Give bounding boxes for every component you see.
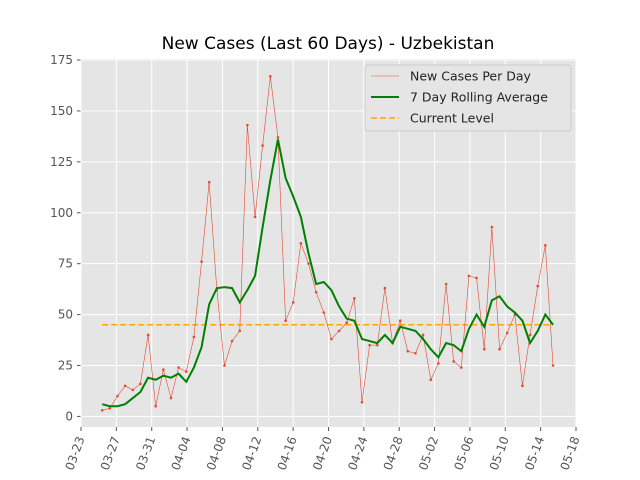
point bbox=[551, 364, 555, 367]
series-line bbox=[102, 76, 554, 411]
x-tick-label: 05-14 bbox=[522, 435, 547, 473]
point bbox=[200, 260, 203, 263]
x-tick-label: 03-31 bbox=[133, 435, 158, 473]
x-tick-label: 04-16 bbox=[275, 435, 300, 473]
point bbox=[100, 409, 104, 412]
point bbox=[269, 75, 272, 78]
point bbox=[360, 400, 364, 404]
point bbox=[544, 244, 547, 247]
x-tick-label: 04-24 bbox=[345, 435, 370, 473]
y-tick-label: 100 bbox=[50, 206, 73, 220]
x-tick-label: 04-28 bbox=[381, 435, 406, 473]
series-line bbox=[101, 139, 554, 408]
point bbox=[498, 347, 501, 351]
x-tick-label: 05-18 bbox=[557, 435, 582, 473]
point bbox=[146, 333, 150, 337]
point bbox=[162, 368, 165, 371]
legend-box bbox=[364, 64, 572, 132]
point bbox=[284, 319, 287, 322]
point bbox=[299, 242, 303, 245]
point bbox=[207, 180, 211, 184]
point bbox=[421, 333, 425, 337]
point bbox=[192, 335, 196, 339]
point bbox=[314, 290, 318, 294]
y-tick-label: 0 bbox=[65, 409, 73, 423]
x-tick-label: 04-08 bbox=[204, 435, 229, 473]
legend-label: 7 Day Rolling Average bbox=[410, 90, 548, 105]
legend: New Cases Per Day 7 Day Rolling Average Cu… bbox=[364, 64, 572, 132]
x-tick-label: 04-20 bbox=[310, 435, 335, 473]
x-tick-label: 05-02 bbox=[416, 435, 441, 473]
y-tick-label: 75 bbox=[58, 257, 73, 271]
point bbox=[406, 349, 410, 353]
point bbox=[123, 384, 127, 388]
point bbox=[467, 274, 471, 278]
y-tick-label: 125 bbox=[50, 155, 73, 169]
point bbox=[353, 296, 356, 300]
y-tick-label: 50 bbox=[58, 308, 73, 322]
point bbox=[322, 311, 326, 314]
point bbox=[154, 404, 157, 408]
point bbox=[253, 215, 257, 219]
x-tick-label: 05-06 bbox=[451, 435, 476, 473]
point bbox=[337, 329, 341, 333]
x-tick-label: 04-12 bbox=[239, 435, 264, 473]
x-tick-label: 05-10 bbox=[487, 435, 512, 473]
point bbox=[368, 343, 371, 347]
point bbox=[276, 136, 280, 139]
point bbox=[291, 301, 295, 304]
chart-title: New Cases (Last 60 Days) - Uzbekistan bbox=[162, 34, 495, 54]
point bbox=[345, 321, 349, 325]
point bbox=[482, 347, 486, 351]
point bbox=[459, 366, 463, 369]
point bbox=[230, 339, 234, 343]
point bbox=[383, 286, 387, 290]
point bbox=[437, 362, 440, 365]
point bbox=[490, 225, 494, 229]
point bbox=[223, 364, 226, 367]
point bbox=[139, 382, 142, 386]
point bbox=[414, 351, 417, 355]
legend-label: New Cases Per Day bbox=[410, 69, 531, 84]
point bbox=[238, 329, 242, 333]
y-tick-label: 175 bbox=[50, 53, 73, 67]
point bbox=[429, 378, 433, 382]
point bbox=[475, 276, 478, 280]
point bbox=[375, 343, 379, 347]
x-tick-label: 03-23 bbox=[62, 435, 87, 473]
point bbox=[536, 284, 540, 288]
point bbox=[330, 337, 333, 341]
point bbox=[528, 333, 532, 337]
x-tick-label: 03-27 bbox=[98, 435, 123, 473]
point bbox=[521, 384, 524, 388]
point bbox=[116, 394, 119, 398]
point bbox=[261, 144, 264, 147]
point bbox=[307, 262, 310, 265]
point bbox=[452, 360, 455, 363]
legend-label: Current Level bbox=[410, 111, 494, 126]
point bbox=[184, 370, 188, 373]
point bbox=[108, 406, 112, 410]
point bbox=[177, 366, 180, 369]
point bbox=[444, 282, 448, 286]
point bbox=[131, 388, 135, 392]
x-tick-label: 04-04 bbox=[169, 435, 194, 473]
y-tick-label: 25 bbox=[58, 358, 73, 372]
point bbox=[246, 123, 249, 127]
point bbox=[169, 396, 173, 400]
point bbox=[398, 319, 402, 322]
point bbox=[505, 331, 509, 335]
y-tick-label: 150 bbox=[50, 104, 73, 118]
